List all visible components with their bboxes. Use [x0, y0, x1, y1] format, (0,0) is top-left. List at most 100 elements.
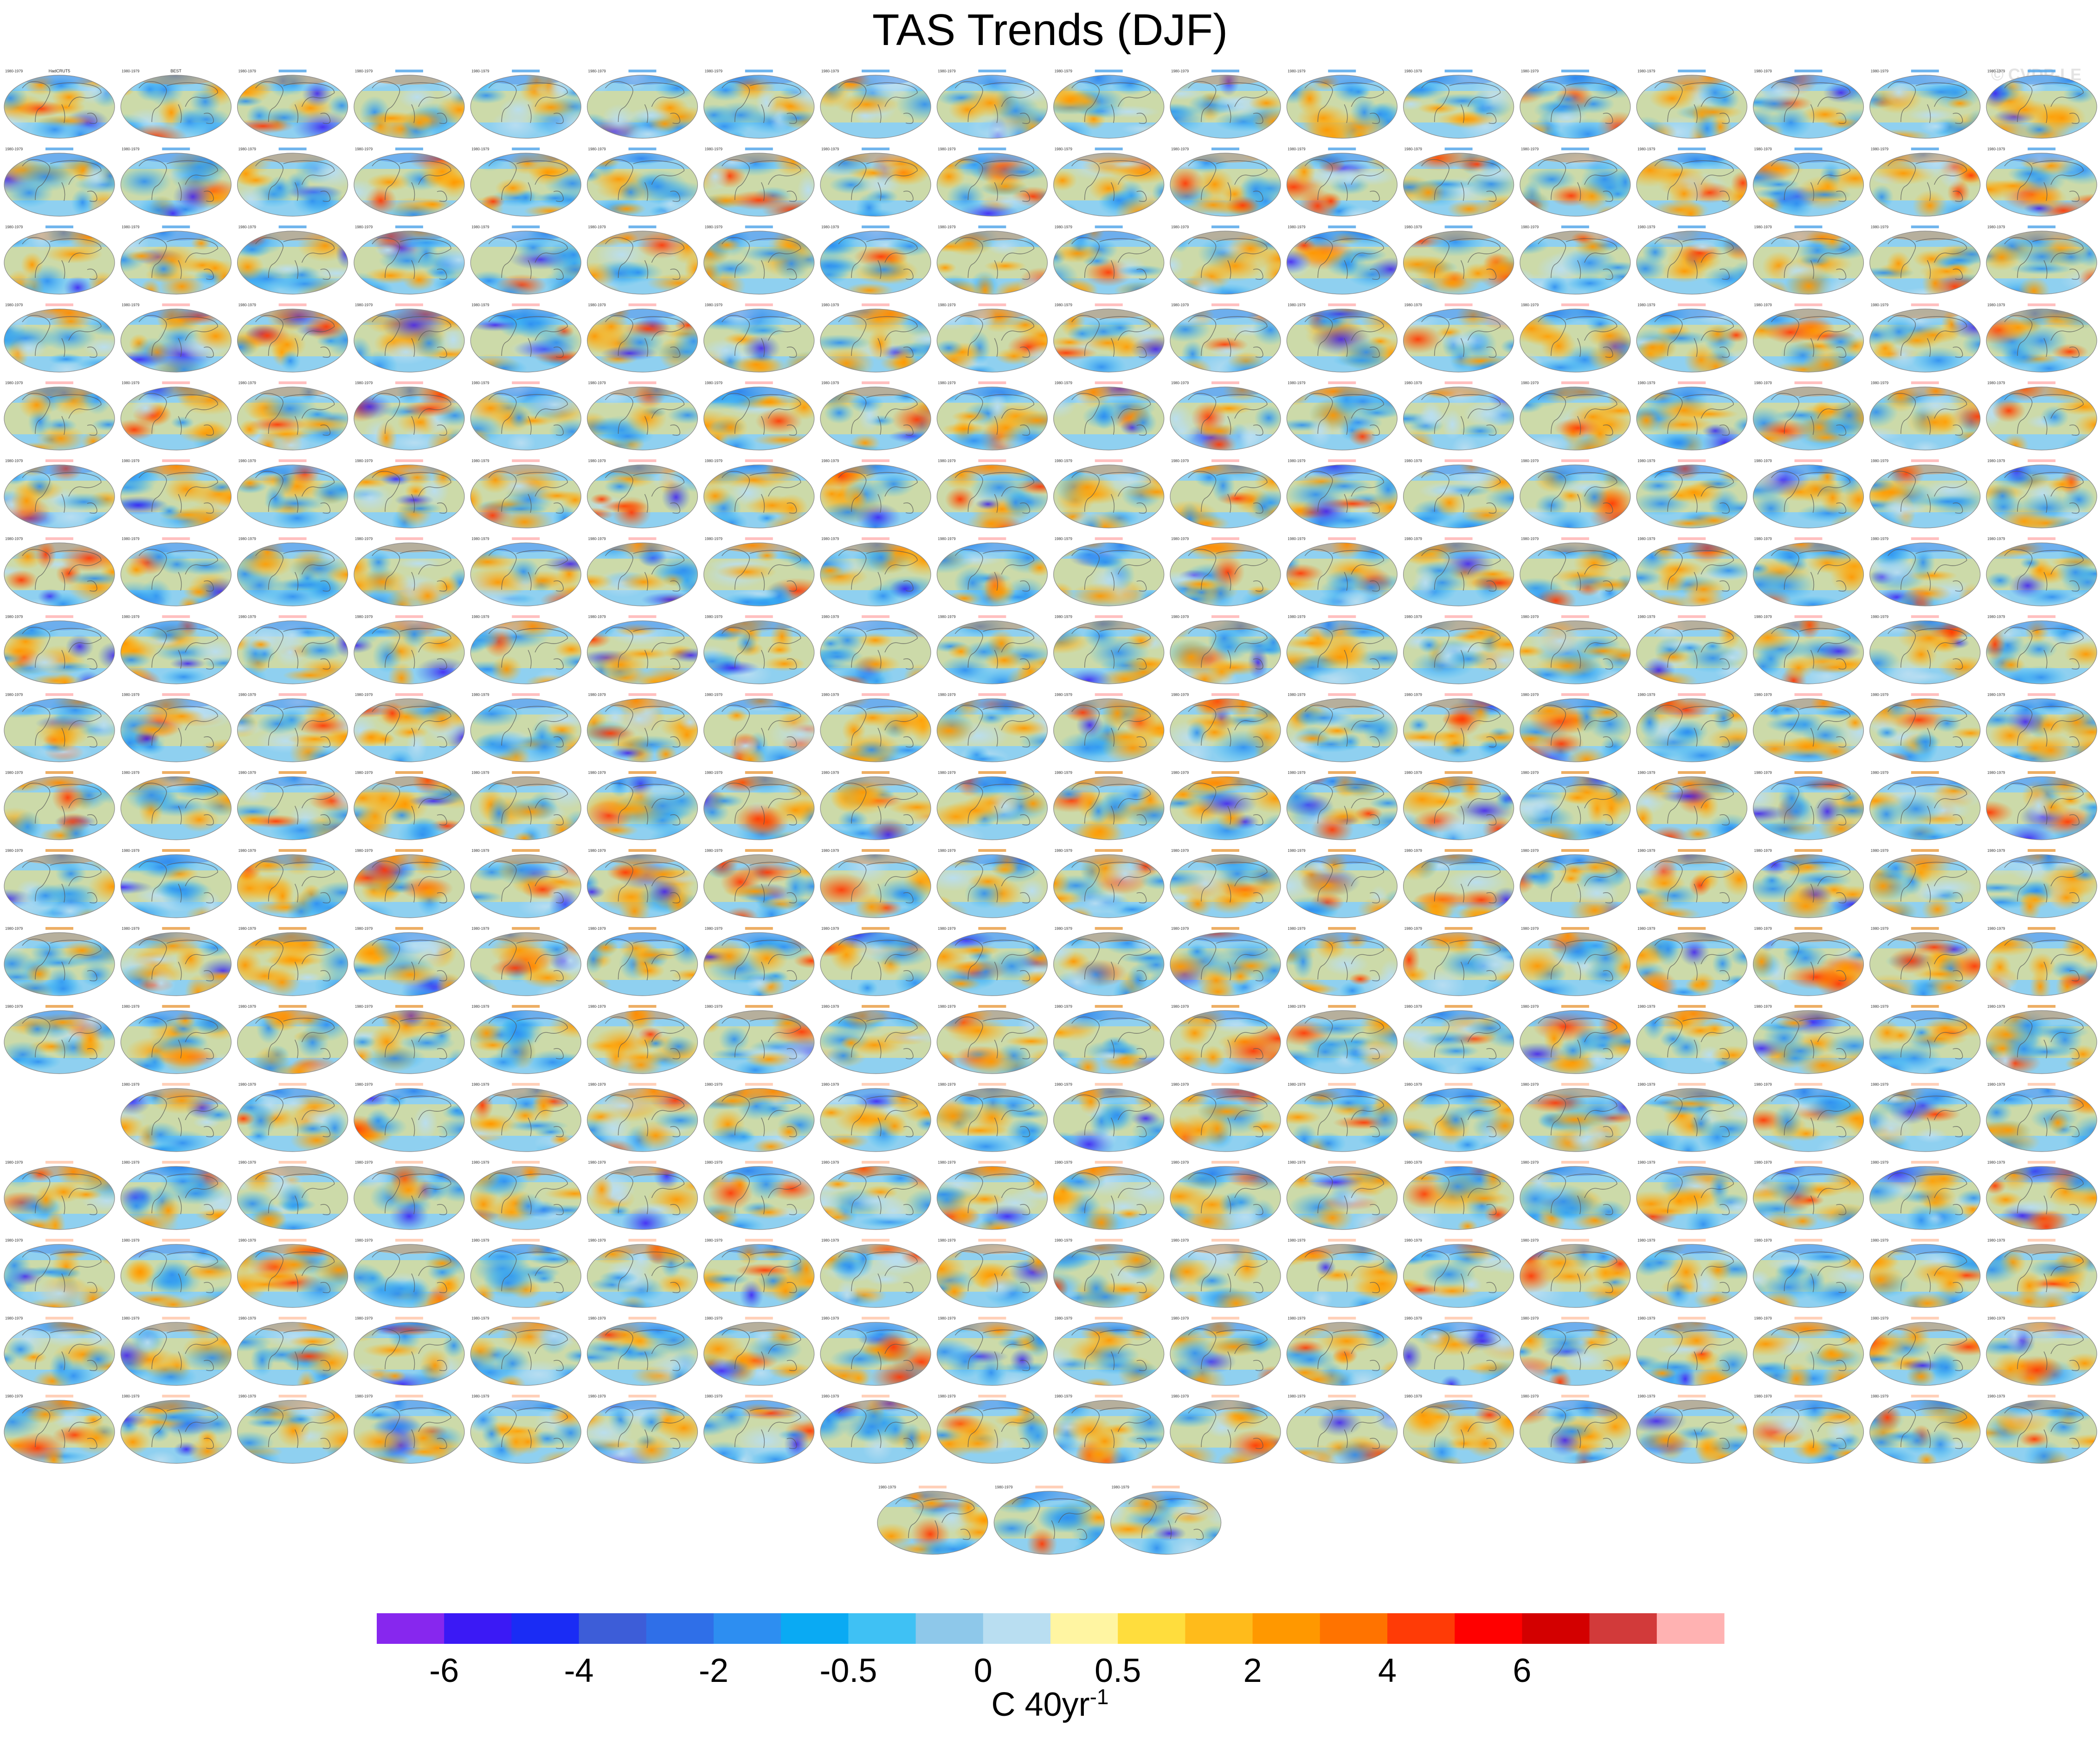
panel-period-label: 1980-1979: [938, 771, 956, 775]
panel-title-mark: [1328, 1239, 1356, 1242]
panel-title-mark: [628, 771, 657, 774]
panel-period-label: 1980-1979: [1521, 147, 1539, 151]
panel-title-mark: [2028, 1317, 2056, 1320]
panel-title-mark: [395, 615, 423, 618]
map-panel: 1980-1979: [1636, 381, 1747, 451]
map-panel: 1980-1979: [936, 381, 1048, 451]
panel-period-label: 1980-1979: [5, 147, 23, 151]
panel-period-label: 1980-1979: [238, 147, 257, 151]
panel-period-label: 1980-1979: [5, 1238, 23, 1243]
panel-period-label: 1980-1979: [1987, 771, 2005, 775]
map-panel: 1980-1979: [237, 459, 348, 528]
panel-period-label: 1980-1979: [355, 771, 373, 775]
panel-period-label: 1980-1979: [1987, 1316, 2005, 1320]
panel-title-mark: [1328, 225, 1356, 228]
panel-period-label: 1980-1979: [1871, 303, 1889, 307]
panel-period-label: 1980-1979: [705, 1005, 723, 1009]
map-panel: 1980-1979: [936, 459, 1048, 528]
map-panel: 1980-1979: [1752, 381, 1864, 451]
panel-title-mark: [1328, 615, 1356, 618]
panel-period-label: 1980-1979: [1404, 69, 1423, 73]
panel-period-label: 1980-1979: [821, 147, 839, 151]
panel-period-label: 1980-1979: [938, 381, 956, 385]
panel-title-mark: [1444, 537, 1473, 540]
panel-period-label: 1980-1979: [355, 1082, 373, 1087]
panel-title-mark: [278, 148, 307, 150]
panel-period-label: 1980-1979: [122, 771, 140, 775]
map-panel: 1980-1979: [1520, 927, 1631, 996]
panel-period-label: 1980-1979: [1288, 849, 1306, 853]
panel-period-label: 1980-1979: [1871, 69, 1889, 73]
panel-period-label: 1980-1979: [1288, 1316, 1306, 1320]
panel-period-label: 1980-1979: [1637, 1160, 1656, 1165]
panel-period-label: 1980-1979: [1055, 1394, 1073, 1398]
panel-period-label: 1980-1979: [878, 1485, 896, 1489]
panel-period-label: 1980-1979: [938, 69, 956, 73]
panel-period-label: 1980-1979: [5, 537, 23, 541]
colorbar-box: [915, 1613, 984, 1644]
panel-title-mark: [2028, 1005, 2056, 1008]
panel-title-mark: [1328, 693, 1356, 696]
panel-title-mark: [1561, 225, 1589, 228]
panel-period-label: 1980-1979: [1754, 147, 1772, 151]
panel-title-mark: [2028, 303, 2056, 306]
panel-title-mark: [1911, 459, 1939, 462]
panel-title-mark: [628, 70, 657, 72]
panel-period-label: 1980-1979: [471, 537, 490, 541]
panel-period-label: 1980-1979: [588, 537, 606, 541]
panel-title-mark: [1678, 771, 1706, 774]
map-panel: 1980-1979: [1403, 381, 1514, 451]
panel-title-mark: [1444, 1239, 1473, 1242]
panel-title-mark: [162, 771, 190, 774]
panel-title-mark: [628, 225, 657, 228]
panel-period-label: 1980-1979: [1521, 459, 1539, 463]
panel-period-label: 1980-1979: [471, 459, 490, 463]
panel-period-label: 1980-1979: [355, 927, 373, 931]
panel-title-mark: [512, 459, 540, 462]
panel-title-mark: [978, 1239, 1006, 1242]
panel-period-label: 1980-1979: [1987, 1238, 2005, 1243]
map-panel: 1980-1979: [237, 1082, 348, 1152]
panel-title-mark: [395, 381, 423, 384]
panel-title-mark: [1561, 693, 1589, 696]
panel-title-mark: [278, 1161, 307, 1164]
panel-title-mark: [862, 615, 890, 618]
map-panel: 1980-1979: [1636, 849, 1747, 918]
panel-period-label: 1980-1979: [1637, 771, 1656, 775]
map-panel: 1980-1979: [120, 303, 232, 373]
panel-period-label: 1980-1979: [1987, 1082, 2005, 1087]
panel-period-label: 1980-1979: [122, 927, 140, 931]
panel-period-label: 1980-1979: [5, 927, 23, 931]
panel-title-mark: [2028, 927, 2056, 930]
panel-title-mark: [1911, 303, 1939, 306]
panel-title-mark: [745, 1239, 773, 1242]
panel-title-mark: [162, 1083, 190, 1086]
map-panel: 1980-1979: [1636, 1316, 1747, 1386]
panel-title-mark: [1678, 1317, 1706, 1320]
panel-period-label: 1980-1979: [1754, 1160, 1772, 1165]
panel-title-mark: [395, 771, 423, 774]
panel-title-mark: [512, 537, 540, 540]
panel-period-label: 1980-1979: [705, 615, 723, 619]
map-panel: 1980-1979: [1520, 771, 1631, 840]
panel-title-mark: [1211, 381, 1239, 384]
map-panel: 1980-1979: [703, 1394, 815, 1464]
panel-period-label: 1980-1979: [821, 69, 839, 73]
panel-period-label: 1980-1979: [1171, 1005, 1189, 1009]
panel-title-mark: [1678, 70, 1706, 72]
colorbar-tick-label: -0.5: [819, 1652, 877, 1689]
panel-period-label: 1980-1979: [1404, 771, 1423, 775]
map-panel: 1980-1979: [237, 381, 348, 451]
panel-title-mark: [162, 693, 190, 696]
panel-period-label: 1980-1979: [122, 1160, 140, 1165]
panel-title-mark: [512, 1317, 540, 1320]
panel-period-label: 1980-1979: [588, 849, 606, 853]
panel-title-mark: [278, 927, 307, 930]
panel-title-mark: [395, 459, 423, 462]
panel-title-mark: [978, 537, 1006, 540]
colorbar-tick-label: 2: [1243, 1652, 1262, 1689]
panel-title-mark: [1328, 303, 1356, 306]
panel-title-mark: [1095, 537, 1123, 540]
panel-title-mark: [1794, 225, 1823, 228]
